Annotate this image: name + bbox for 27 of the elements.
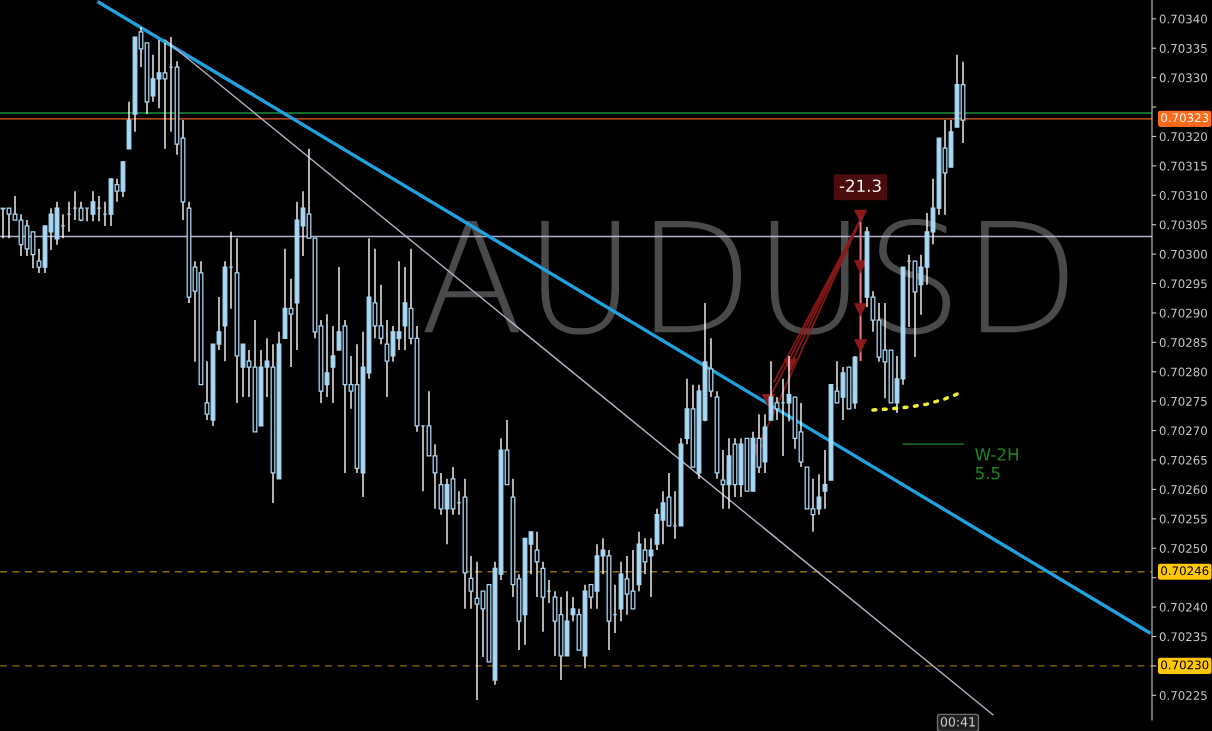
y-tick-label: 0.70295 [1159,279,1207,289]
y-tick-label: 0.70265 [1159,455,1207,465]
y-tick-label: 0.70310 [1159,191,1207,200]
y-tick-label: 0.70315 [1159,161,1207,171]
y-tick-label: 0.70340 [1159,14,1207,24]
y-tick-label: 0.70275 [1159,396,1207,406]
y-tick-label: 0.70320 [1159,132,1207,142]
y-tick-label: 0.70260 [1159,485,1207,495]
y-tick-label: 0.70240 [1159,602,1207,612]
y-tick-label: 0.70290 [1159,308,1207,318]
annotation: W-2H 5.5 [975,448,1018,480]
y-tick-label: 0.70285 [1159,338,1207,348]
y-tick-label: 0.70270 [1159,426,1207,436]
y-tick-label: 0.70305 [1159,220,1207,230]
ref-line-label: 0.70246 [1161,566,1209,576]
y-tick-label: 0.70280 [1159,367,1207,377]
y-tick-label: 0.70300 [1159,249,1207,259]
y-tick-label: 0.70235 [1159,632,1207,642]
ref-line-label: 0.70323 [1161,113,1209,123]
y-tick-label: 0.70335 [1159,43,1207,53]
annotation: 00:41 [940,717,975,727]
y-tick-label: 0.70225 [1159,691,1207,700]
annotation: -21.3 [839,179,881,193]
y-tick-label: 0.70330 [1159,73,1207,83]
ref-line-label: 0.70230 [1161,660,1209,670]
y-tick-label: 0.70255 [1159,514,1207,524]
y-tick-label: 0.70250 [1159,543,1207,553]
